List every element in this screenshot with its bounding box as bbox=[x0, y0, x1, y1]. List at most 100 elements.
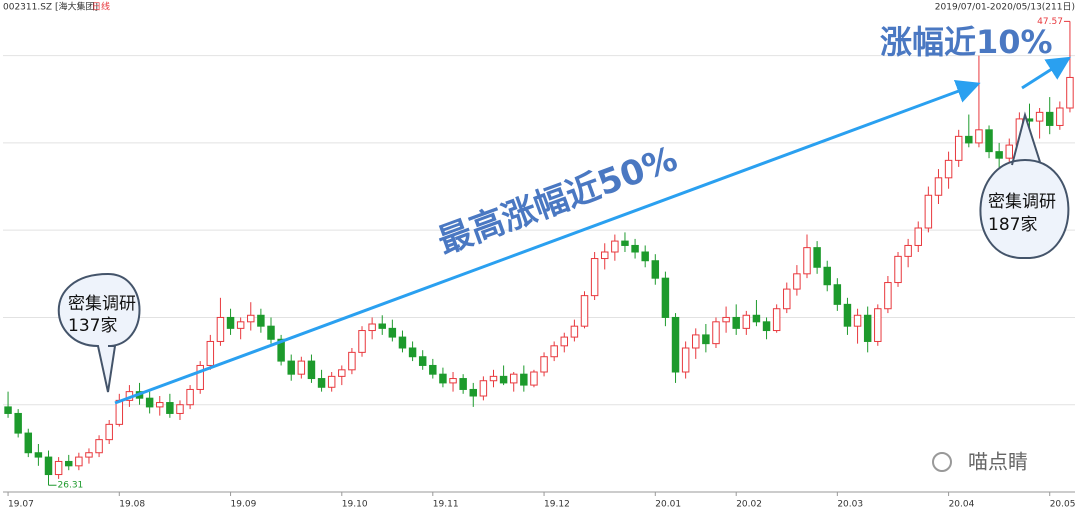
candle-body bbox=[418, 356, 427, 366]
candle-body bbox=[611, 240, 619, 253]
watermark: 喵点睛 bbox=[968, 450, 1028, 474]
candle-body bbox=[54, 460, 63, 476]
candle-body bbox=[449, 378, 457, 384]
candle-body bbox=[408, 347, 417, 358]
headline-annotation: 涨幅近10% bbox=[880, 23, 1053, 61]
candle-body bbox=[934, 177, 943, 196]
candle-body bbox=[661, 277, 670, 318]
x-tick-label: 19.11 bbox=[433, 500, 459, 510]
x-tick-label: 20.05 bbox=[1050, 500, 1076, 510]
candle-body bbox=[1045, 111, 1054, 126]
x-tick-label: 19.10 bbox=[342, 500, 368, 510]
candle-body bbox=[924, 194, 933, 229]
candle-body bbox=[1056, 107, 1064, 126]
x-tick-label: 19.07 bbox=[8, 500, 34, 510]
candle-body bbox=[1005, 144, 1014, 159]
callout-text: 137家 bbox=[68, 316, 117, 336]
candle-body bbox=[540, 356, 548, 373]
candle-body bbox=[196, 364, 204, 390]
max-label: 47.57 bbox=[1037, 17, 1063, 27]
candle-body bbox=[64, 460, 73, 467]
candle-body bbox=[580, 295, 589, 327]
candle-body bbox=[439, 373, 447, 384]
candle-body bbox=[651, 260, 660, 279]
candle-body bbox=[176, 404, 184, 414]
candle-body bbox=[712, 321, 720, 345]
candle-body bbox=[257, 314, 265, 327]
candle-body bbox=[823, 266, 831, 286]
candle-body bbox=[267, 325, 275, 340]
candle-body bbox=[1066, 76, 1074, 109]
candle-body bbox=[489, 375, 498, 382]
candle-body bbox=[105, 423, 113, 441]
ticker: 002311.SZ [海大集团] bbox=[3, 1, 98, 13]
candle-body bbox=[954, 135, 963, 161]
date-range: 2019/07/01-2020/05/13(211日) bbox=[935, 2, 1075, 13]
candle-body bbox=[34, 452, 43, 458]
candle-body bbox=[884, 282, 892, 310]
candle-body bbox=[631, 244, 639, 253]
candle-body bbox=[520, 373, 528, 386]
candle-body bbox=[944, 159, 953, 179]
candle-body bbox=[894, 255, 902, 284]
callout-bubble bbox=[979, 111, 1070, 259]
candle-body bbox=[874, 308, 882, 342]
candle-body bbox=[772, 308, 781, 332]
candle-body bbox=[358, 330, 366, 353]
candle-body bbox=[863, 314, 872, 342]
candle-body bbox=[24, 432, 33, 454]
candle-body bbox=[378, 323, 386, 329]
candle-body bbox=[793, 273, 801, 290]
candle-body bbox=[692, 334, 700, 349]
candle-body bbox=[206, 340, 215, 366]
period: 日线 bbox=[92, 1, 110, 13]
candle-body bbox=[732, 316, 740, 329]
candle-body bbox=[762, 321, 771, 332]
candle-body bbox=[600, 251, 609, 260]
candle-body bbox=[965, 135, 973, 144]
candle-body bbox=[722, 316, 730, 323]
candle-body bbox=[307, 360, 316, 380]
candle-body bbox=[469, 388, 478, 397]
candle-body bbox=[247, 314, 255, 323]
candle-body bbox=[95, 439, 103, 454]
x-tick-label: 20.04 bbox=[949, 500, 975, 510]
candle-body bbox=[853, 314, 862, 327]
candle-body bbox=[44, 456, 53, 476]
candle-body bbox=[186, 388, 194, 406]
candle-body bbox=[914, 227, 922, 246]
candle-body bbox=[479, 380, 488, 397]
candle-body bbox=[216, 316, 225, 342]
candle-body bbox=[641, 251, 649, 262]
candle-body bbox=[338, 369, 346, 377]
callout-text: 187家 bbox=[988, 215, 1037, 235]
candle-body bbox=[4, 406, 12, 414]
candle-body bbox=[236, 321, 245, 329]
candle-body bbox=[429, 364, 437, 375]
x-tick-label: 20.02 bbox=[736, 500, 762, 510]
candle-body bbox=[368, 323, 376, 332]
x-tick-label: 20.03 bbox=[837, 500, 863, 510]
candle-body bbox=[317, 378, 326, 388]
candle-body bbox=[530, 371, 538, 386]
candle-body bbox=[509, 373, 518, 384]
candle-body bbox=[570, 325, 579, 338]
candle-body bbox=[348, 351, 356, 371]
candle-body bbox=[702, 334, 710, 345]
candle-body bbox=[277, 338, 285, 362]
candle-body bbox=[752, 314, 761, 323]
x-tick-label: 19.08 bbox=[119, 500, 145, 510]
candle-body bbox=[560, 336, 569, 347]
x-tick-label: 19.09 bbox=[231, 500, 257, 510]
candle-body bbox=[904, 244, 912, 257]
headline-annotation: 最高涨幅近50% bbox=[433, 139, 683, 263]
candle-body bbox=[459, 378, 467, 390]
wechat-icon bbox=[932, 452, 952, 472]
candle-body bbox=[975, 129, 983, 144]
candle-body bbox=[14, 412, 22, 434]
candle-body bbox=[803, 247, 811, 275]
candle-body bbox=[550, 345, 558, 358]
candle-body bbox=[833, 284, 842, 305]
candle-body bbox=[843, 303, 852, 327]
